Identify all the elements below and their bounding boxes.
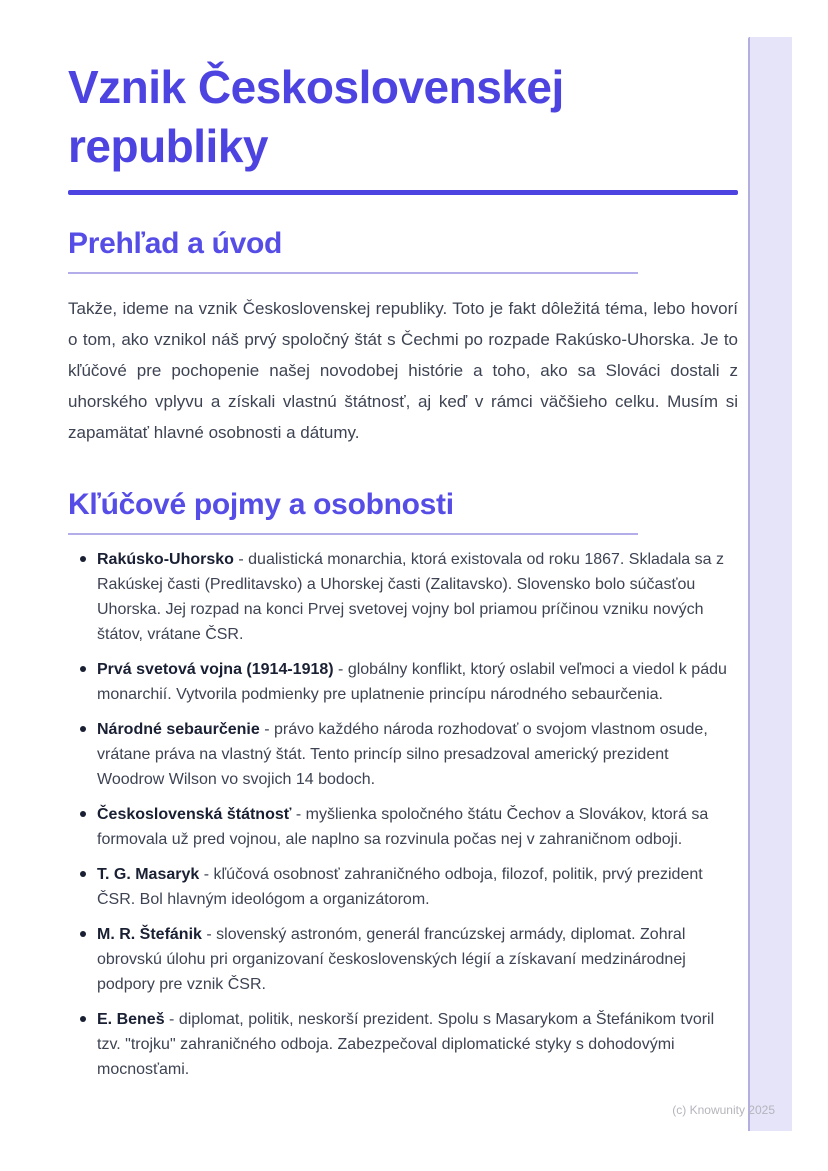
bullet-icon	[80, 556, 86, 562]
section-spacer	[68, 448, 738, 474]
term-label: Národné sebaurčenie	[97, 721, 260, 738]
overview-paragraph: Takže, ideme na vznik Československej re…	[68, 299, 738, 442]
title-divider	[68, 190, 738, 195]
bullet-icon	[80, 811, 86, 817]
bullet-icon	[80, 931, 86, 937]
page-title: Vznik Československej republiky	[68, 61, 564, 172]
bullet-icon	[80, 666, 86, 672]
bullet-icon	[80, 1016, 86, 1022]
key-terms-list: Rakúsko-Uhorsko - dualistická monarchia,…	[68, 547, 738, 1082]
term-label: Rakúsko-Uhorsko	[97, 551, 234, 568]
list-item: E. Beneš - diplomat, politik, neskorší p…	[68, 1007, 738, 1082]
term-label: Československá štátnosť	[97, 806, 292, 823]
term-label: Prvá svetová vojna (1914-1918)	[97, 661, 334, 678]
term-description: - globálny konflikt, ktorý oslabil veľmo…	[97, 661, 727, 703]
term-description: - právo každého národa rozhodovať o svoj…	[97, 721, 708, 788]
term-description: - kľúčová osobnosť zahraničného odboja, …	[97, 866, 703, 908]
term-description: - myšlienka spoločného štátu Čechov a Sl…	[97, 806, 709, 848]
list-item: Národné sebaurčenie - právo každého náro…	[68, 717, 738, 792]
term-description: - dualistická monarchia, ktorá existoval…	[97, 551, 724, 643]
key-terms-heading-divider	[68, 533, 638, 535]
section-heading-key-terms: Kľúčové pojmy a osobnosti	[68, 488, 454, 521]
term-label: T. G. Masaryk	[97, 866, 200, 883]
term-label: E. Beneš	[97, 1011, 165, 1028]
term-description: - diplomat, politik, neskorší prezident.…	[97, 1011, 715, 1078]
watermark: (c) Knowunity 2025	[672, 1103, 775, 1117]
bullet-icon	[80, 871, 86, 877]
next-page-edge	[748, 37, 792, 1131]
list-item: Prvá svetová vojna (1914-1918) - globáln…	[68, 657, 738, 707]
list-item: Československá štátnosť - myšlienka spol…	[68, 802, 738, 852]
overview-heading-divider	[68, 272, 638, 274]
list-item: T. G. Masaryk - kľúčová osobnosť zahrani…	[68, 862, 738, 912]
list-item: M. R. Štefánik - slovenský astronóm, gen…	[68, 922, 738, 997]
bullet-icon	[80, 726, 86, 732]
term-label: M. R. Štefánik	[97, 926, 202, 943]
term-description: - slovenský astronóm, generál francúzske…	[97, 926, 686, 993]
list-item: Rakúsko-Uhorsko - dualistická monarchia,…	[68, 547, 738, 647]
document-page: Vznik Československej republiky Prehľad …	[68, 0, 738, 1092]
section-heading-overview: Prehľad a úvod	[68, 227, 283, 260]
